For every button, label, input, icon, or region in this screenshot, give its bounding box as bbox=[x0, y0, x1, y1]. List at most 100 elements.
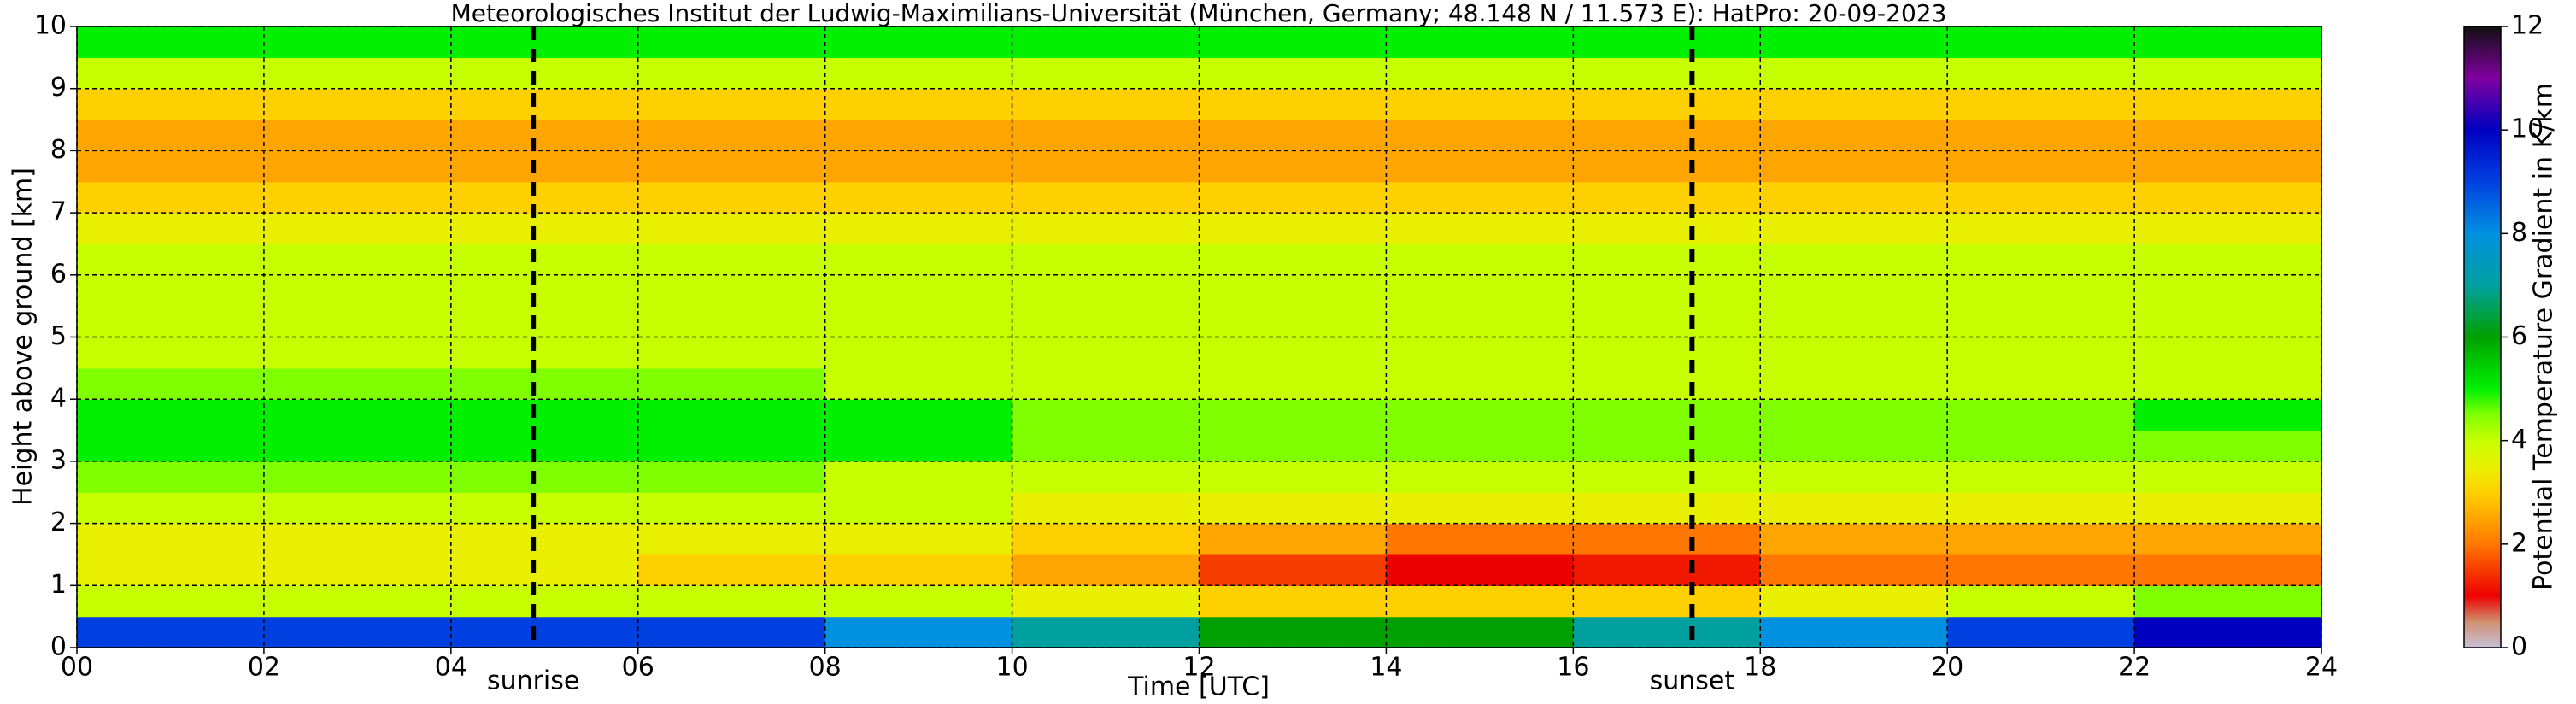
heatmap-cell bbox=[1012, 243, 1200, 276]
heatmap-cell bbox=[1573, 213, 1761, 245]
y-tick-label: 1 bbox=[50, 570, 67, 600]
heatmap-cell bbox=[637, 181, 826, 214]
heatmap-cell bbox=[77, 337, 265, 369]
heatmap-cell bbox=[1386, 337, 1574, 369]
heatmap-cell bbox=[77, 585, 265, 618]
heatmap-cell bbox=[263, 306, 452, 338]
heatmap-cell bbox=[1947, 616, 2135, 648]
heatmap-cell bbox=[1573, 26, 1761, 58]
heatmap-cell bbox=[263, 430, 452, 462]
heatmap-cell bbox=[2134, 523, 2322, 555]
x-tick-label: 22 bbox=[2118, 653, 2151, 683]
heatmap-cell bbox=[263, 57, 452, 90]
heatmap-cell bbox=[1947, 181, 2135, 214]
heatmap-cell bbox=[637, 492, 826, 525]
annotation-label: sunrise bbox=[487, 666, 579, 696]
heatmap-cell bbox=[637, 616, 826, 648]
heatmap-cell bbox=[1199, 274, 1388, 307]
heatmap-cell bbox=[1386, 120, 1574, 151]
heatmap-cell bbox=[637, 306, 826, 338]
x-axis-label: Time [UTC] bbox=[1127, 672, 1270, 702]
heatmap-cell bbox=[263, 120, 452, 151]
heatmap-cell bbox=[1012, 367, 1200, 400]
heatmap-cell bbox=[77, 616, 265, 648]
y-tick-label: 9 bbox=[50, 73, 67, 103]
heatmap-cell bbox=[77, 399, 265, 431]
heatmap-cell bbox=[263, 554, 452, 586]
heatmap-cell bbox=[824, 57, 1013, 90]
heatmap-cell bbox=[1386, 367, 1574, 400]
y-tick-label: 5 bbox=[50, 321, 67, 351]
heatmap-cell bbox=[1947, 367, 2135, 400]
heatmap-cell bbox=[637, 430, 826, 462]
heatmap-cell bbox=[637, 243, 826, 276]
heatmap-cell bbox=[1573, 554, 1761, 586]
heatmap-cell bbox=[1760, 243, 1948, 276]
heatmap-cell bbox=[1386, 399, 1574, 431]
heatmap-cell bbox=[1573, 243, 1761, 276]
x-tick-label: 16 bbox=[1557, 653, 1589, 683]
colorbar-tick-label: 2 bbox=[2511, 528, 2527, 558]
heatmap-cell bbox=[1012, 181, 1200, 214]
colorbar-tick-label: 12 bbox=[2511, 11, 2544, 41]
heatmap-cell bbox=[1199, 57, 1388, 90]
heatmap-cell bbox=[824, 337, 1013, 369]
heatmap-cell bbox=[1947, 88, 2135, 120]
heatmap-cell bbox=[1760, 585, 1948, 618]
heatmap-cell bbox=[450, 616, 639, 648]
heatmap-cell bbox=[1012, 306, 1200, 338]
heatmap-cell bbox=[824, 26, 1013, 58]
x-tick-label: 12 bbox=[1182, 653, 1215, 683]
chart-title: Meteorologisches Institut der Ludwig-Max… bbox=[451, 0, 1947, 27]
heatmap-cell bbox=[77, 306, 265, 338]
x-tick-label: 02 bbox=[248, 653, 280, 683]
heatmap-cell bbox=[450, 461, 639, 493]
heatmap-cell bbox=[1947, 120, 2135, 151]
heatmap-cell bbox=[1386, 492, 1574, 525]
heatmap-cell bbox=[1012, 26, 1200, 58]
heatmap-cell bbox=[2134, 306, 2322, 338]
heatmap-cell bbox=[824, 492, 1013, 525]
heatmap-cell bbox=[1386, 243, 1574, 276]
annotation-label: sunset bbox=[1650, 666, 1735, 696]
heatmap-cell bbox=[1573, 57, 1761, 90]
heatmap-cell bbox=[77, 274, 265, 307]
heatmap-cell bbox=[1012, 213, 1200, 245]
heatmap-cell bbox=[77, 88, 265, 120]
colorbar-tick-label: 4 bbox=[2511, 425, 2527, 455]
heatmap-cell bbox=[1947, 243, 2135, 276]
heatmap-cell bbox=[637, 399, 826, 431]
heatmap-cell bbox=[1760, 306, 1948, 338]
heatmap-cell bbox=[637, 274, 826, 307]
heatmap-cell bbox=[1947, 26, 2135, 58]
heatmap-cell bbox=[1199, 461, 1388, 493]
heatmap-cell bbox=[450, 585, 639, 618]
heatmap-cell bbox=[824, 150, 1013, 183]
heatmap-cell bbox=[1386, 57, 1574, 90]
heatmap-cell bbox=[450, 88, 639, 120]
heatmap-cell bbox=[824, 88, 1013, 120]
heatmap-cell bbox=[1386, 616, 1574, 648]
heatmap-cell bbox=[450, 554, 639, 586]
heatmap-cell bbox=[1947, 57, 2135, 90]
heatmap-cell bbox=[637, 367, 826, 400]
heatmap-cell bbox=[450, 430, 639, 462]
heatmap-cell bbox=[1199, 150, 1388, 183]
heatmap-cell bbox=[1760, 616, 1948, 648]
heatmap-cell bbox=[2134, 337, 2322, 369]
heatmap-cell bbox=[77, 492, 265, 525]
heatmap-cell bbox=[1947, 585, 2135, 618]
x-tick-label: 14 bbox=[1370, 653, 1402, 683]
heatmap-cell bbox=[1573, 399, 1761, 431]
heatmap-cell bbox=[1012, 399, 1200, 431]
heatmap-cell bbox=[1573, 337, 1761, 369]
heatmap-cell bbox=[1947, 492, 2135, 525]
heatmap-cell bbox=[1199, 523, 1388, 555]
heatmap-cell bbox=[1199, 120, 1388, 151]
heatmap-cell bbox=[1573, 430, 1761, 462]
heatmap-cell bbox=[1760, 337, 1948, 369]
heatmap-cell bbox=[1199, 337, 1388, 369]
heatmap-cell bbox=[2134, 616, 2322, 648]
heatmap-cell bbox=[263, 274, 452, 307]
colorbar-tick-label: 6 bbox=[2511, 321, 2527, 351]
